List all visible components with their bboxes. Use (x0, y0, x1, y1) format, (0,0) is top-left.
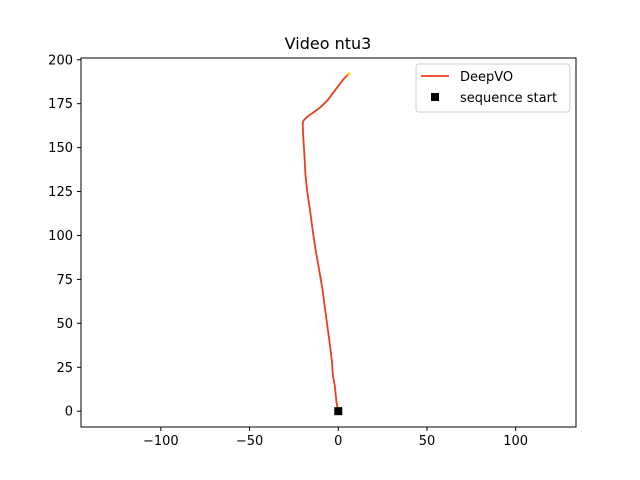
y-tick-label: 150 (48, 141, 73, 156)
y-tick-label: 75 (56, 273, 73, 288)
legend-start-swatch (431, 93, 439, 101)
legend: DeepVO sequence start (415, 63, 571, 113)
y-tick-label: 125 (48, 185, 73, 200)
y-tick-label: 0 (65, 405, 73, 420)
plot-area (81, 58, 576, 427)
x-tick-label: 100 (503, 434, 528, 449)
chart-title: Video ntu3 (285, 34, 372, 53)
x-tick-label: 50 (419, 434, 436, 449)
sequence-start-marker (334, 407, 343, 416)
y-tick-label: 100 (48, 229, 73, 244)
plot-frame (80, 57, 577, 428)
legend-box (415, 63, 571, 113)
series-layer (301, 72, 351, 416)
y-tick-label: 200 (48, 53, 73, 68)
y-tick-label: 175 (48, 97, 73, 112)
legend-deepvo-label: DeepVO (460, 70, 513, 85)
trajectory-end-point (347, 72, 351, 76)
axis-ticks: −100 −50 0 50 100 0 25 50 75 100 125 150 175 200 (48, 53, 528, 449)
series-line-deepvo (301, 72, 350, 413)
y-tick-label: 50 (56, 317, 73, 332)
x-tick-label: 0 (334, 434, 342, 449)
legend-start-label: sequence start (460, 91, 557, 106)
y-tick-label: 25 (56, 361, 73, 376)
x-tick-label: −50 (236, 434, 263, 449)
x-tick-label: −100 (143, 434, 179, 449)
